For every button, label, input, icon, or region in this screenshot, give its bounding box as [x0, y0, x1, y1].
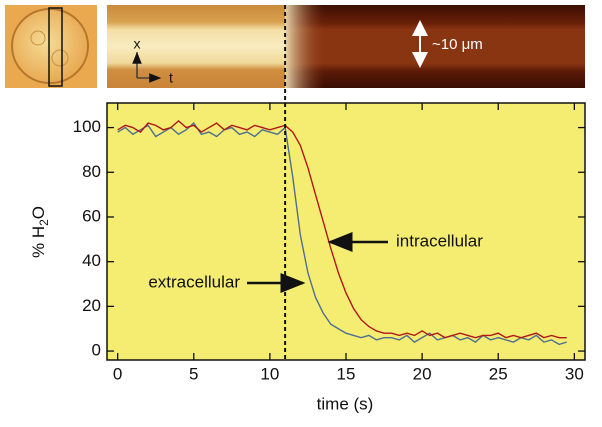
x-axis-label: time (s) — [317, 394, 374, 413]
y-tick-label: 20 — [82, 296, 101, 315]
y-label-sub: 2 — [37, 219, 51, 226]
x-tick-label: 0 — [113, 364, 122, 383]
plot: 0 5 10 15 20 25 30 0 20 40 60 80 100 intracellular ext… — [73, 102, 586, 383]
axis-x-label: x — [134, 36, 141, 52]
x-tick-label: 25 — [489, 364, 508, 383]
x-tick-label: 30 — [565, 364, 584, 383]
x-tick-label: 5 — [189, 364, 198, 383]
annotation: extracellular — [148, 272, 240, 291]
data-line — [117, 119, 567, 339]
plot-background — [107, 103, 585, 360]
cell-image — [5, 5, 97, 88]
axis-t-label: t — [169, 70, 173, 86]
y-label-part: O — [29, 206, 48, 219]
y-tick-label: 60 — [82, 206, 101, 225]
kymograph: x t ~10 μm — [107, 5, 585, 88]
y-tick-label: 40 — [82, 251, 101, 270]
y-axis-label: % H2O — [29, 206, 51, 258]
y-label-part: % H — [29, 226, 48, 258]
x-tick-label: 15 — [337, 364, 356, 383]
plot-frame — [106, 102, 586, 361]
y-tick-label: 80 — [82, 162, 101, 181]
scale-label: ~10 μm — [432, 36, 483, 53]
y-tick-label: 100 — [73, 117, 101, 136]
data-line — [117, 122, 567, 346]
x-tick-label: 20 — [413, 364, 432, 383]
x-tick-label: 10 — [260, 364, 279, 383]
y-tick-label: 0 — [92, 341, 101, 360]
annotation: intracellular — [396, 231, 483, 250]
